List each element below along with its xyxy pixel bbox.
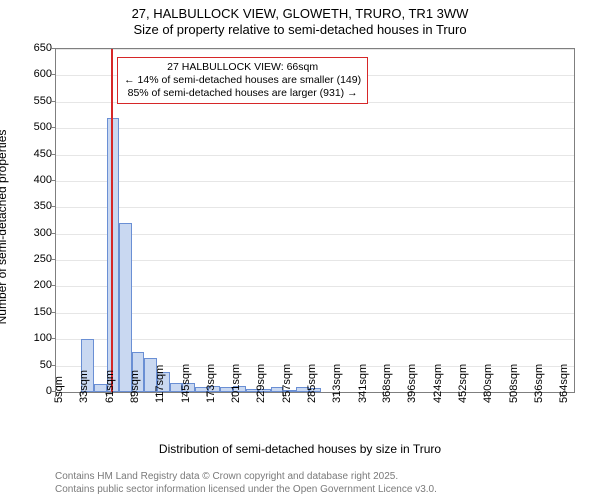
chart-title: 27, HALBULLOCK VIEW, GLOWETH, TRURO, TR1…	[0, 0, 600, 39]
property-marker-line	[111, 49, 113, 392]
gridline	[56, 234, 574, 235]
annotation-line-2: ← 14% of semi-detached houses are smalle…	[124, 74, 361, 87]
ytick-mark	[51, 48, 55, 49]
ytick-mark	[51, 259, 55, 260]
ytick-mark	[51, 127, 55, 128]
gridline	[56, 313, 574, 314]
ytick-label: 650	[7, 42, 52, 54]
ytick-label: 0	[7, 385, 52, 397]
plot-area: 27 HALBULLOCK VIEW: 66sqm← 14% of semi-d…	[55, 48, 575, 393]
gridline	[56, 207, 574, 208]
footer-line-2: Contains public sector information licen…	[55, 484, 437, 497]
ytick-mark	[51, 101, 55, 102]
gridline	[56, 339, 574, 340]
ytick-label: 600	[7, 68, 52, 80]
gridline	[56, 128, 574, 129]
annotation-line-3: 85% of semi-detached houses are larger (…	[124, 87, 361, 100]
x-axis-label: Distribution of semi-detached houses by …	[0, 442, 600, 456]
histogram-bar	[119, 223, 132, 392]
ytick-mark	[51, 154, 55, 155]
footer-line-1: Contains HM Land Registry data © Crown c…	[55, 471, 437, 484]
ytick-label: 500	[7, 121, 52, 133]
ytick-label: 200	[7, 279, 52, 291]
ytick-label: 400	[7, 174, 52, 186]
ytick-label: 100	[7, 332, 52, 344]
annotation-box: 27 HALBULLOCK VIEW: 66sqm← 14% of semi-d…	[117, 57, 368, 104]
chart-container: Number of semi-detached properties 27 HA…	[0, 42, 600, 462]
gridline	[56, 286, 574, 287]
title-line-1: 27, HALBULLOCK VIEW, GLOWETH, TRURO, TR1…	[0, 6, 600, 22]
ytick-label: 350	[7, 200, 52, 212]
gridline	[56, 49, 574, 50]
ytick-mark	[51, 312, 55, 313]
ytick-mark	[51, 74, 55, 75]
ytick-label: 50	[7, 359, 52, 371]
ytick-label: 250	[7, 253, 52, 265]
gridline	[56, 181, 574, 182]
title-line-2: Size of property relative to semi-detach…	[0, 22, 600, 38]
ytick-label: 150	[7, 306, 52, 318]
gridline	[56, 155, 574, 156]
ytick-mark	[51, 233, 55, 234]
ytick-mark	[51, 338, 55, 339]
annotation-line-1: 27 HALBULLOCK VIEW: 66sqm	[124, 61, 361, 74]
ytick-mark	[51, 206, 55, 207]
ytick-mark	[51, 365, 55, 366]
ytick-label: 550	[7, 95, 52, 107]
gridline	[56, 260, 574, 261]
footer-attribution: Contains HM Land Registry data © Crown c…	[55, 471, 437, 496]
ytick-label: 300	[7, 227, 52, 239]
ytick-mark	[51, 180, 55, 181]
ytick-mark	[51, 285, 55, 286]
ytick-label: 450	[7, 148, 52, 160]
